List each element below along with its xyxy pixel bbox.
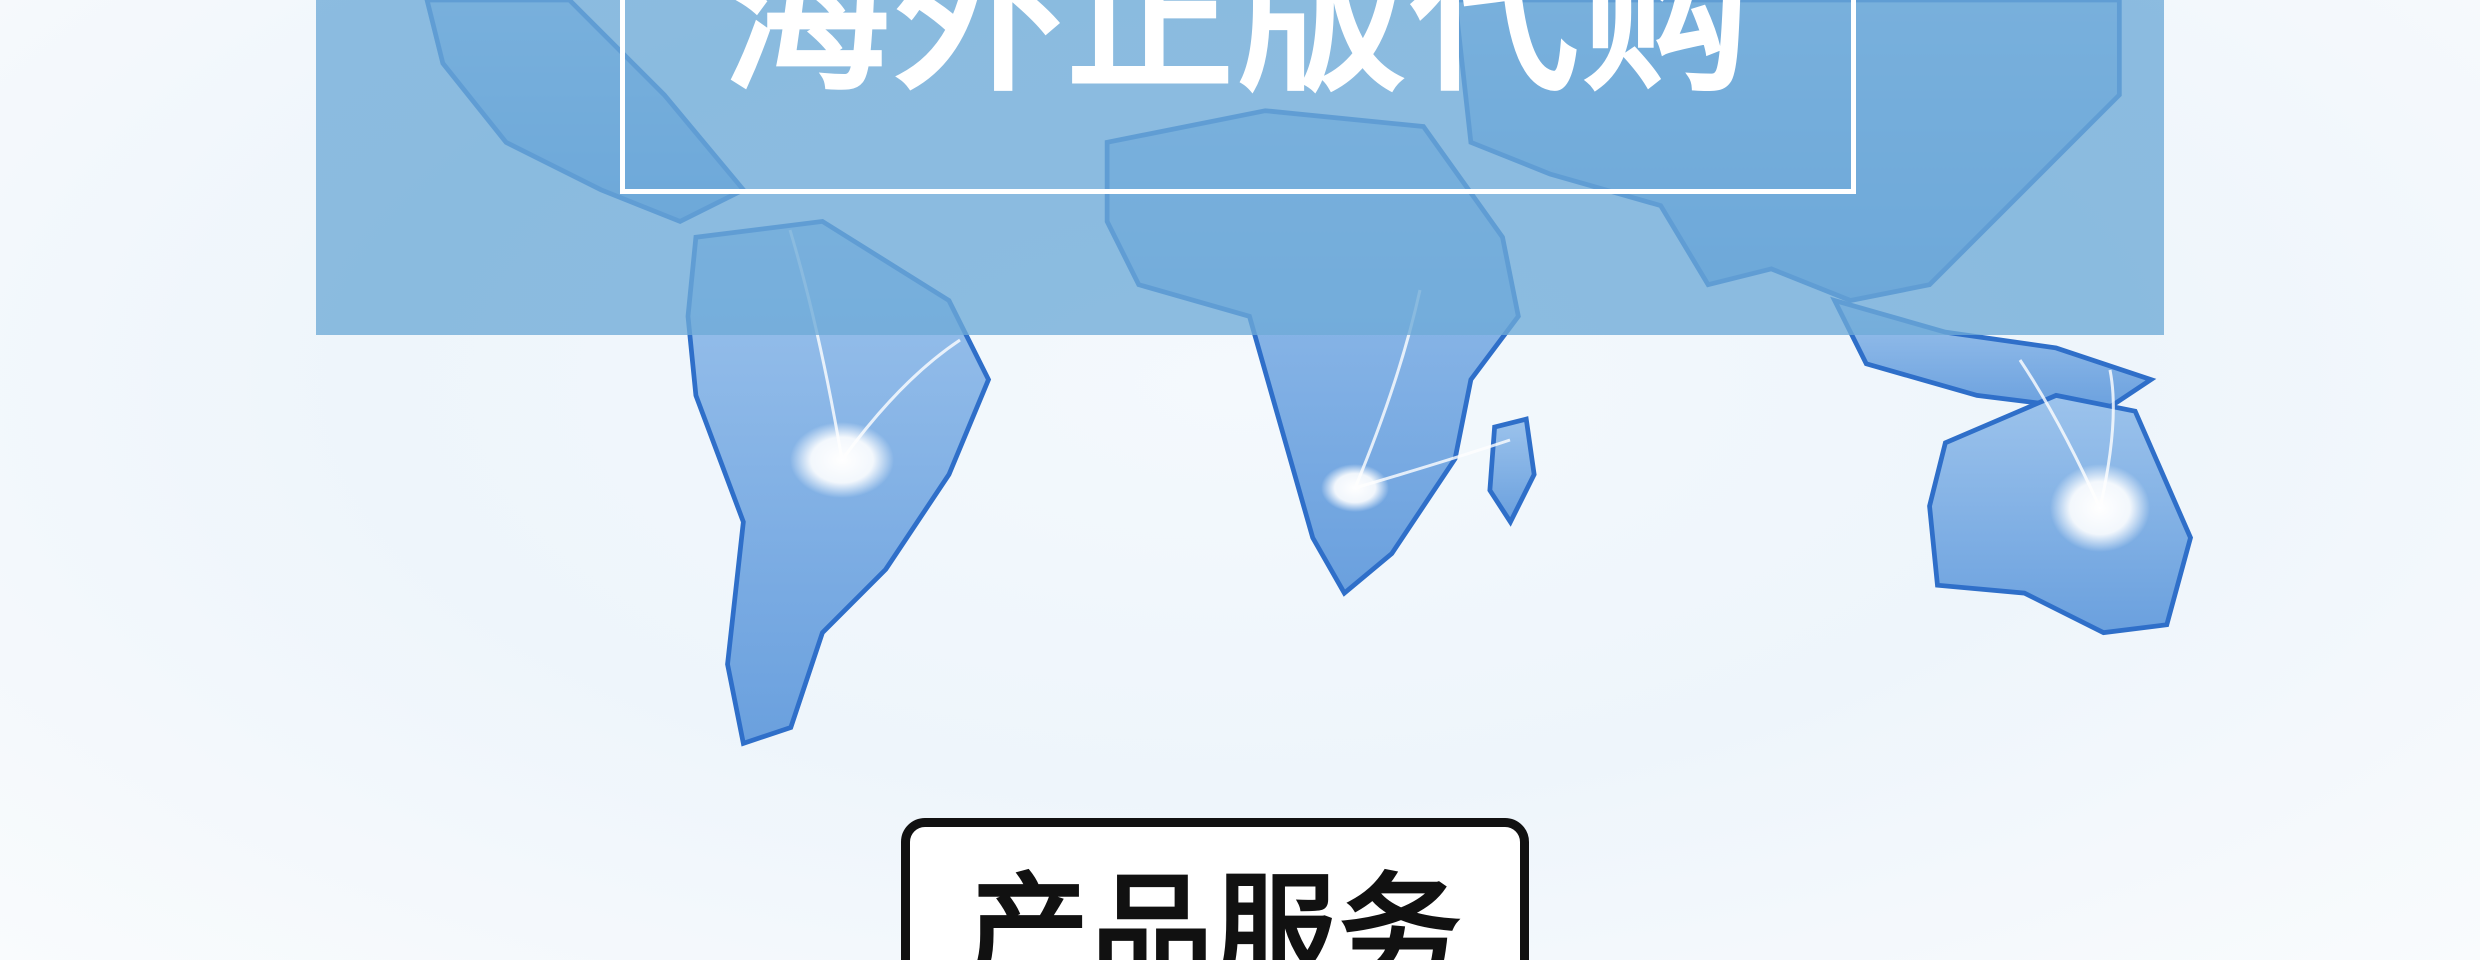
banner-title: 海外正版代购 [722,0,1754,115]
section-heading: 产品服务 [901,818,1529,960]
banner-frame: 海外正版代购 [620,0,1856,194]
section-label: 产品服务 [967,861,1463,960]
